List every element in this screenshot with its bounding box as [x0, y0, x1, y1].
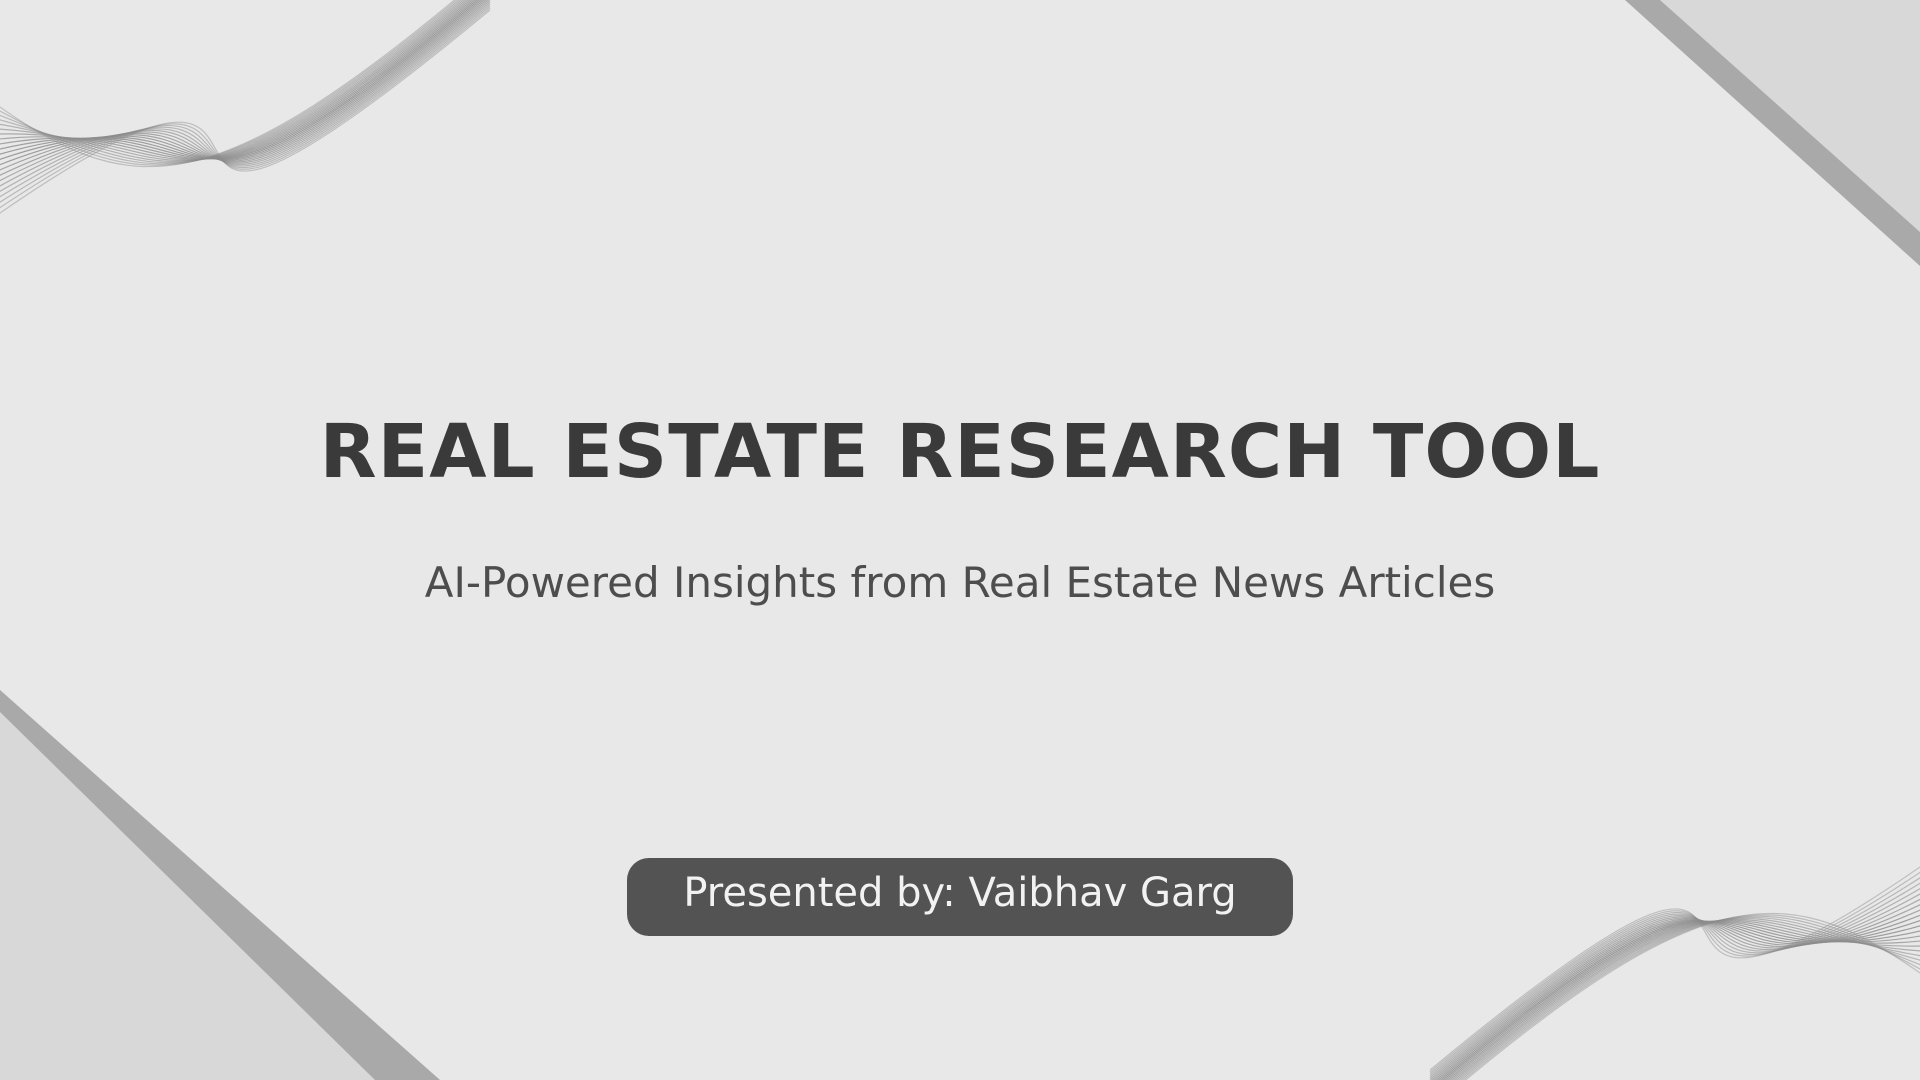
wave-line [0, 0, 471, 160]
wave-line [0, 0, 485, 171]
wave-line [1449, 920, 1920, 1080]
wave-line [1442, 920, 1920, 1080]
top-left-wave-lines [0, 0, 491, 214]
wave-line [1453, 918, 1920, 1080]
slide-title: REAL ESTATE RESEARCH TOOL [319, 409, 1601, 495]
wave-line [1460, 915, 1920, 1080]
wave-line [0, 0, 465, 163]
bottom-left-diagonal-band [0, 690, 440, 1080]
wave-line [0, 0, 474, 160]
wave-line [1446, 920, 1920, 1080]
wave-line [1462, 914, 1920, 1080]
wave-line [0, 7, 491, 209]
wave-line [1451, 919, 1920, 1080]
wave-line [0, 0, 467, 162]
wave-line [0, 0, 469, 161]
wave-line [1455, 917, 1920, 1080]
wave-line [1429, 893, 1920, 1080]
wave-line [1444, 920, 1920, 1080]
wave-line [0, 0, 476, 160]
wave-line [0, 0, 491, 187]
slide-subtitle: AI-Powered Insights from Real Estate New… [424, 558, 1496, 607]
wave-line [0, 0, 487, 176]
wave-line [0, 1, 491, 193]
top-right-diagonal-band [1625, 0, 1920, 266]
wave-line [0, 0, 483, 166]
presenter-badge: Presented by: Vaibhav Garg [627, 858, 1293, 936]
wave-line [0, 0, 490, 182]
bottom-right-wave-lines [1429, 866, 1920, 1080]
wave-line [0, 0, 478, 160]
wave-line [0, 9, 491, 214]
wave-line [0, 5, 491, 203]
wave-line [0, 3, 491, 198]
wave-line [1464, 912, 1920, 1080]
presenter-label: Presented by: Vaibhav Garg [683, 870, 1237, 916]
wave-line [0, 0, 481, 161]
wave-line [1429, 871, 1920, 1073]
